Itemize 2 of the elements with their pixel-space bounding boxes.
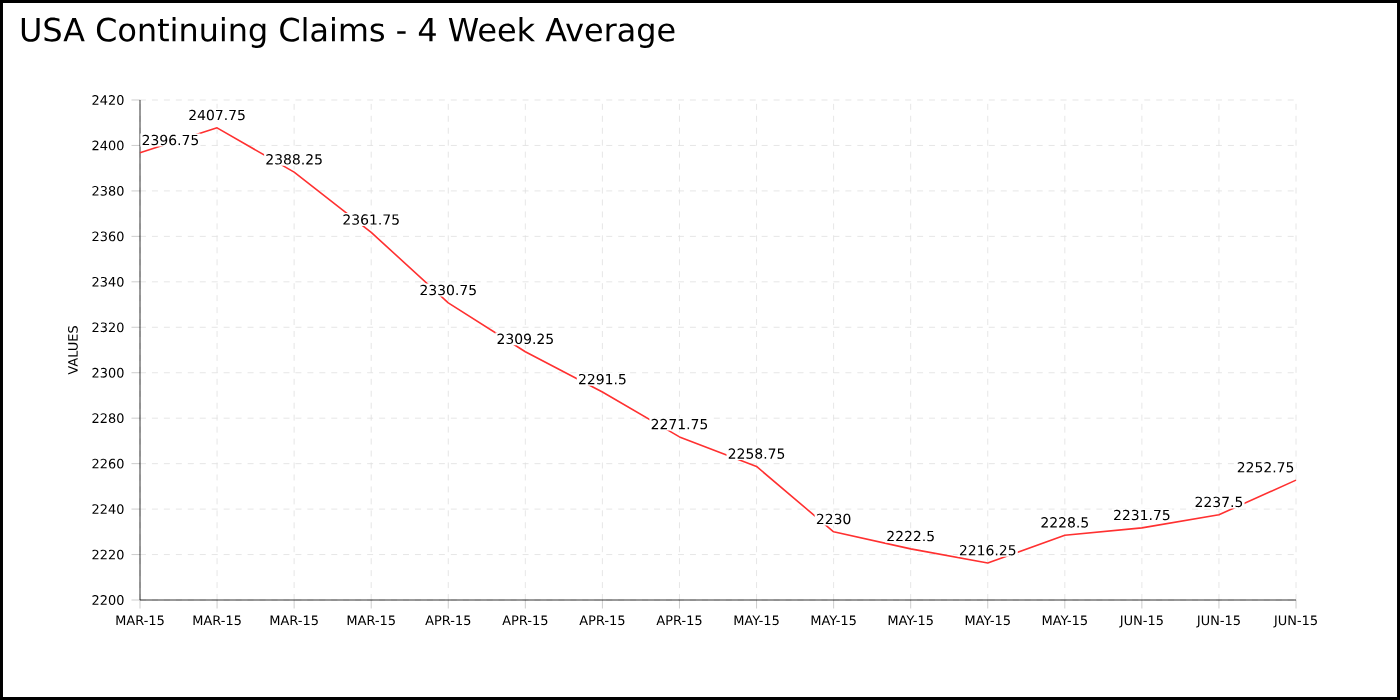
chart-title: USA Continuing Claims - 4 Week Average bbox=[21, 17, 675, 48]
line-series bbox=[139, 127, 1297, 564]
